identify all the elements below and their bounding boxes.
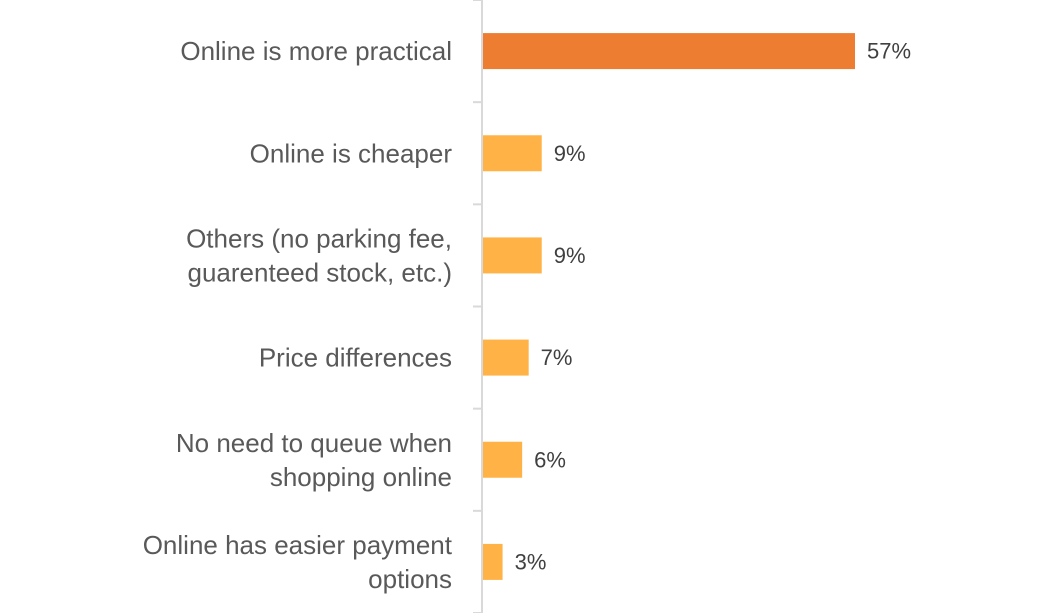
category-label: No need to queue when shopping online [176,428,452,492]
data-label: 9% [554,243,586,268]
category-label-line: options [368,564,452,594]
category-label-line: Price differences [259,343,452,373]
data-label: 7% [541,345,573,370]
category-label-line: Online is cheaper [250,138,453,168]
data-label: 9% [554,141,586,166]
category-label: Online is more practical [180,36,452,66]
category-label: Price differences [259,343,452,373]
category-label-line: No need to queue when [176,428,452,458]
category-label-line: guarenteed stock, etc.) [188,257,452,287]
category-label: Online has easier payment options [143,530,453,594]
category-label: Others (no parking fee, guarenteed stock,… [186,223,452,287]
bar [483,135,542,172]
bar [483,543,503,580]
bar [483,441,523,478]
category-label-line: Others (no parking fee, [186,223,452,253]
category-label-line: Online is more practical [180,36,452,66]
bar [483,237,542,274]
bar [483,33,855,70]
data-label: 57% [867,39,911,64]
bar [483,339,529,376]
data-label: 3% [515,549,547,574]
category-label-line: Online has easier payment [143,530,453,560]
category-label-line: shopping online [270,462,452,492]
data-label: 6% [534,447,566,472]
category-label: Online is cheaper [250,138,453,168]
